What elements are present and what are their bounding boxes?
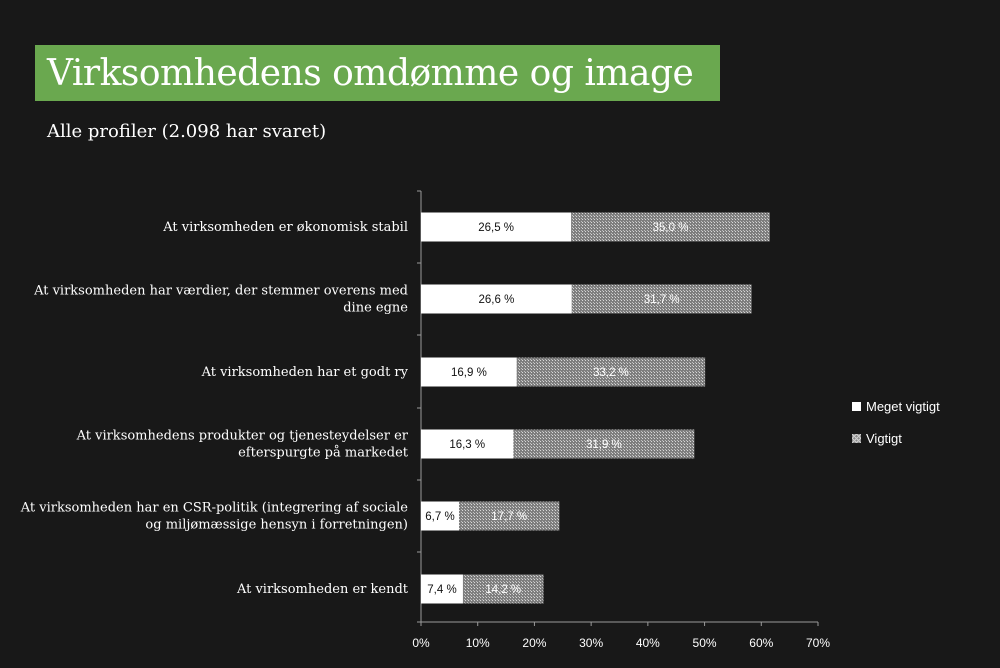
- bar-vigtigt: [516, 357, 706, 387]
- category-label: dine egne: [343, 301, 408, 316]
- category-label: At virksomheden har en CSR-politik (inte…: [20, 501, 409, 516]
- data-label-vigtigt: 14,2 %: [485, 584, 521, 596]
- bar-vigtigt: [571, 284, 752, 314]
- category-label: og miljømæssige hensyn i forretningen): [145, 518, 408, 533]
- x-tick-label: 60%: [749, 636, 773, 650]
- x-tick-label: 50%: [693, 636, 717, 650]
- category-label: At virksomhedens produkter og tjenesteyd…: [76, 429, 409, 444]
- data-label-vigtigt: 17,7 %: [491, 511, 527, 523]
- bar-meget-vigtigt: [421, 212, 572, 242]
- category-label: At virksomheden har værdier, der stemmer…: [33, 284, 408, 299]
- data-label-meget-vigtigt: 26,6 %: [479, 294, 515, 306]
- legend-label: Meget vigtigt: [866, 398, 940, 414]
- bar-vigtigt: [458, 501, 560, 531]
- data-label-meget-vigtigt: 6,7 %: [425, 511, 454, 523]
- data-label-vigtigt: 35,0 %: [653, 222, 689, 234]
- legend-label: Vigtigt: [866, 430, 902, 446]
- bar-vigtigt: [462, 574, 544, 604]
- legend-item-vigtigt: Vigtigt: [852, 430, 940, 446]
- bar-vigtigt: [513, 429, 695, 459]
- legend-swatch-solid: [852, 401, 861, 411]
- legend: Meget vigtigt Vigtigt: [852, 398, 940, 462]
- category-label: At virksomheden er kendt: [236, 582, 409, 597]
- title-bar: Virksomhedens omdømme og image: [35, 45, 720, 101]
- category-label: At virksomheden har et godt ry: [201, 365, 409, 380]
- bar-vigtigt: [571, 212, 770, 242]
- bar-meget-vigtigt: [421, 501, 459, 531]
- x-tick-label: 10%: [466, 636, 490, 650]
- data-label-meget-vigtigt: 26,5 %: [478, 222, 514, 234]
- x-tick-label: 0%: [412, 636, 430, 650]
- page-subtitle: Alle profiler (2.098 har svaret): [47, 121, 327, 142]
- legend-item-meget-vigtigt: Meget vigtigt: [852, 398, 940, 414]
- x-tick-label: 70%: [806, 636, 830, 650]
- page-title: Virksomhedens omdømme og image: [47, 52, 694, 94]
- data-label-meget-vigtigt: 16,9 %: [451, 367, 487, 379]
- x-tick-label: 20%: [522, 636, 546, 650]
- data-label-meget-vigtigt: 16,3 %: [449, 439, 485, 451]
- x-tick-label: 40%: [636, 636, 660, 650]
- data-label-meget-vigtigt: 7,4 %: [427, 584, 456, 596]
- data-label-vigtigt: 31,7 %: [644, 294, 680, 306]
- bar-meget-vigtigt: [421, 574, 463, 604]
- bar-meget-vigtigt: [421, 284, 572, 314]
- bar-meget-vigtigt: [421, 429, 514, 459]
- legend-swatch-hatched: [852, 433, 861, 443]
- data-label-vigtigt: 33,2 %: [593, 367, 629, 379]
- x-tick-label: 30%: [579, 636, 603, 650]
- category-label: At virksomheden er økonomisk stabil: [162, 220, 408, 235]
- data-label-vigtigt: 31,9 %: [586, 439, 622, 451]
- bar-meget-vigtigt: [421, 357, 517, 387]
- category-label: efterspurgte på markedet: [238, 445, 409, 461]
